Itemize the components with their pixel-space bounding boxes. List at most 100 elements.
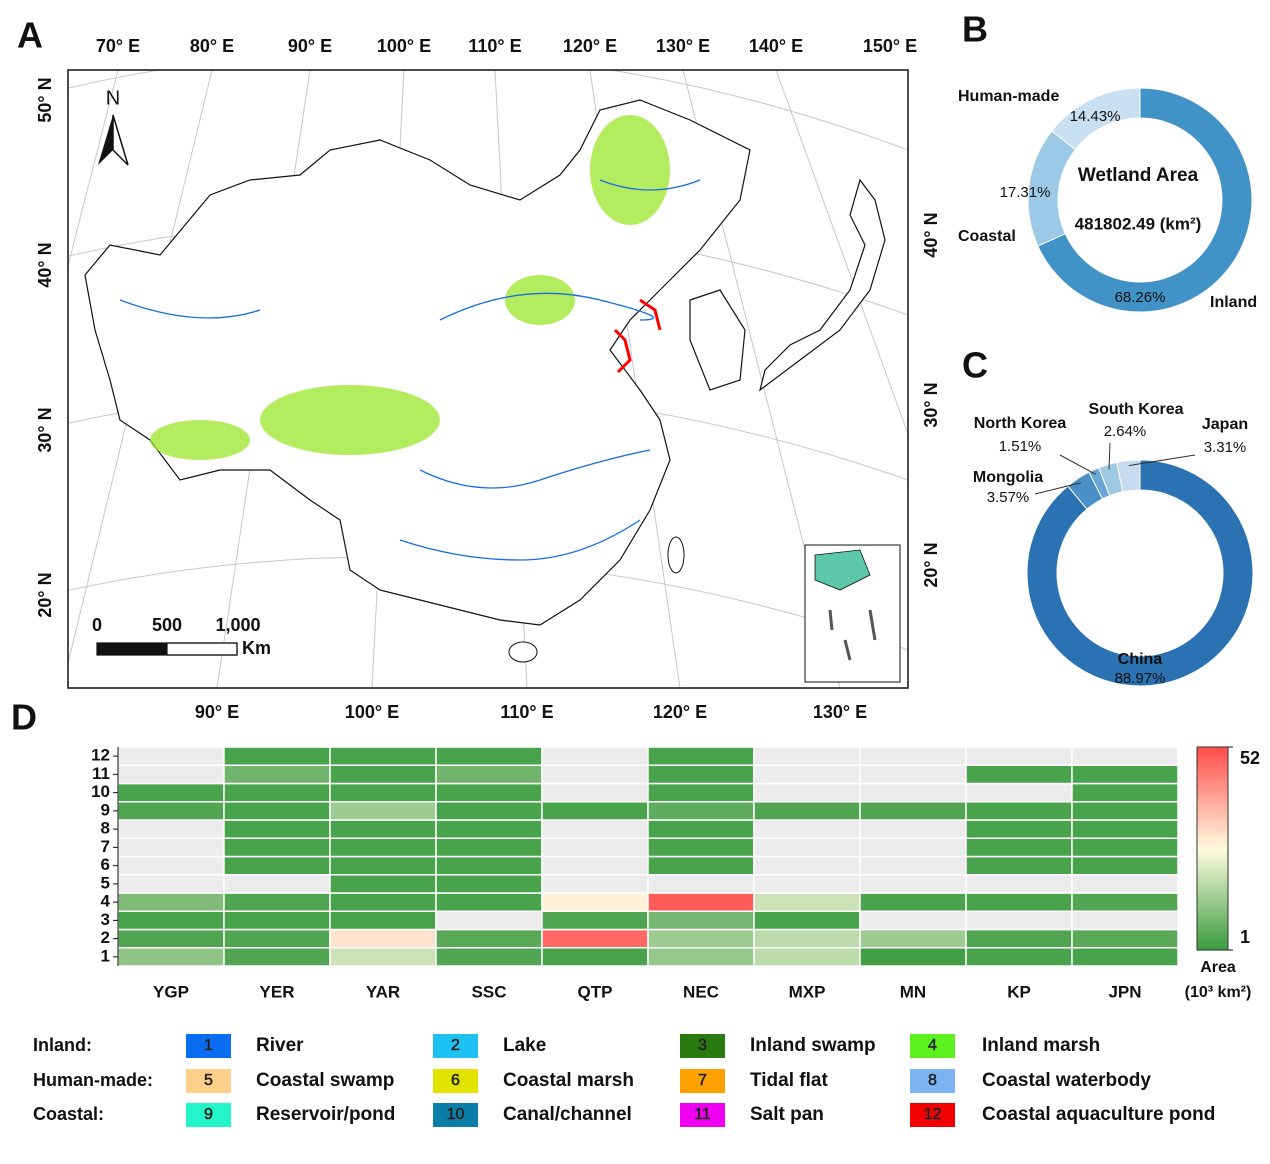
heatmap-cell: [965, 837, 1073, 858]
colorbar-segment: [1197, 774, 1228, 779]
donut-value-label: 88.97%: [1115, 670, 1166, 687]
map: [68, 70, 908, 688]
leader-line: [1108, 442, 1111, 470]
colorbar-segment: [1197, 760, 1228, 765]
legend-number: 1: [204, 1037, 213, 1054]
heatmap-cell: [435, 928, 543, 949]
heatmap-cell: [329, 801, 437, 821]
donut-label: China: [1118, 651, 1163, 668]
colorbar-segment: [1197, 770, 1228, 775]
lon-label: 110° E: [468, 36, 521, 56]
legend-swatch: [910, 1034, 955, 1058]
heatmap-cell: [859, 947, 967, 967]
heatmap-cell: [223, 764, 331, 785]
colorbar-segment: [1197, 747, 1228, 751]
colorbar-segment: [1197, 892, 1228, 897]
heatmap-cell: [647, 782, 755, 803]
legend-swatch: [433, 1103, 478, 1127]
colorbar-segment: [1197, 851, 1228, 856]
aquaculture-coast: [639, 298, 662, 331]
heatmap-cell: [435, 874, 543, 894]
colorbar-segment: [1197, 831, 1228, 836]
legend-swatch: [433, 1034, 478, 1058]
river: [439, 292, 654, 321]
x-tick-label: MN: [900, 982, 926, 1001]
heatmap-cell: [223, 819, 331, 839]
legend-swatch: [910, 1069, 955, 1093]
colorbar-segment: [1197, 838, 1228, 843]
colorbar-segment: [1197, 753, 1228, 758]
heatmap-cell: [223, 746, 331, 766]
heatmap-cell: [965, 819, 1073, 839]
scale-label: 500: [152, 615, 182, 635]
legend-number: 4: [928, 1037, 937, 1054]
legend-name: Canal/channel: [503, 1104, 632, 1125]
heatmap-cell: [753, 819, 861, 839]
heatmap-cell: [859, 746, 967, 766]
inset-islands: [828, 609, 877, 661]
heatmap-cell: [1071, 892, 1179, 912]
legend-group: Coastal:: [33, 1104, 104, 1124]
heatmap-cell: [647, 855, 755, 876]
y-tick-label: 6: [101, 855, 110, 874]
graticule-line: [68, 70, 908, 151]
heatmap-cell: [435, 819, 543, 839]
colorbar-segment: [1197, 828, 1228, 833]
heatmap-cell: [1071, 819, 1179, 839]
colorbar-segment: [1197, 763, 1228, 768]
legend-swatch: [910, 1103, 955, 1127]
heatmap-cell: [541, 782, 649, 803]
heatmap-cell: [859, 801, 967, 821]
colorbar-title: Area: [1200, 959, 1236, 976]
colorbar-segment: [1197, 787, 1228, 792]
heatmap-cell: [647, 947, 755, 967]
legend-name: Reservoir/pond: [256, 1104, 395, 1125]
heatmap-cell: [965, 782, 1073, 803]
heatmap-cell: [223, 892, 331, 912]
colorbar-frame: [1196, 746, 1229, 951]
marsh-patch: [590, 115, 670, 225]
colorbar-segment: [1197, 804, 1228, 809]
graticule-line: [68, 70, 119, 268]
legend-name: Coastal swamp: [256, 1070, 394, 1091]
lon-label: 90° E: [195, 702, 239, 722]
korea-outline: [689, 289, 746, 391]
heatmap-cell: [859, 819, 967, 839]
heatmap-cell: [541, 947, 649, 967]
heatmap-cell: [859, 837, 967, 858]
heatmap-cell: [1071, 855, 1179, 876]
heatmap-cell: [965, 892, 1073, 912]
heatmap-cell: [117, 892, 225, 912]
river: [119, 299, 261, 319]
colorbar-segment: [1197, 902, 1228, 907]
lon-label: 70° E: [96, 36, 140, 56]
heatmap-cell: [117, 782, 225, 803]
heatmap-cell: [1071, 928, 1179, 949]
y-tick-label: 7: [101, 837, 110, 856]
heatmap-cell: [223, 910, 331, 931]
lon-label: 120° E: [563, 36, 617, 56]
heatmap-cell: [859, 874, 967, 894]
donut-slice: [1051, 87, 1141, 151]
heatmap-cell: [329, 928, 437, 949]
colorbar-segment: [1197, 882, 1228, 887]
legend-group: Human-made:: [33, 1070, 153, 1090]
heatmap-cell: [223, 782, 331, 803]
heatmap-cell: [223, 947, 331, 967]
colorbar-segment: [1197, 865, 1228, 870]
donut-label: Coastal: [958, 228, 1016, 245]
x-tick-label: NEC: [683, 982, 719, 1001]
colorbar-segment: [1197, 814, 1228, 819]
lon-label: 100° E: [377, 36, 431, 56]
colorbar-segment: [1197, 926, 1228, 931]
heatmap-cell: [329, 874, 437, 894]
y-tick-label: 5: [101, 873, 110, 892]
heatmap-cell: [329, 910, 437, 931]
legend-swatch: [186, 1034, 231, 1058]
heatmap-cell: [965, 801, 1073, 821]
legend-number: 5: [204, 1072, 213, 1089]
lon-label: 130° E: [656, 36, 710, 56]
colorbar-segment: [1197, 909, 1228, 914]
donut-label: Mongolia: [973, 469, 1043, 486]
